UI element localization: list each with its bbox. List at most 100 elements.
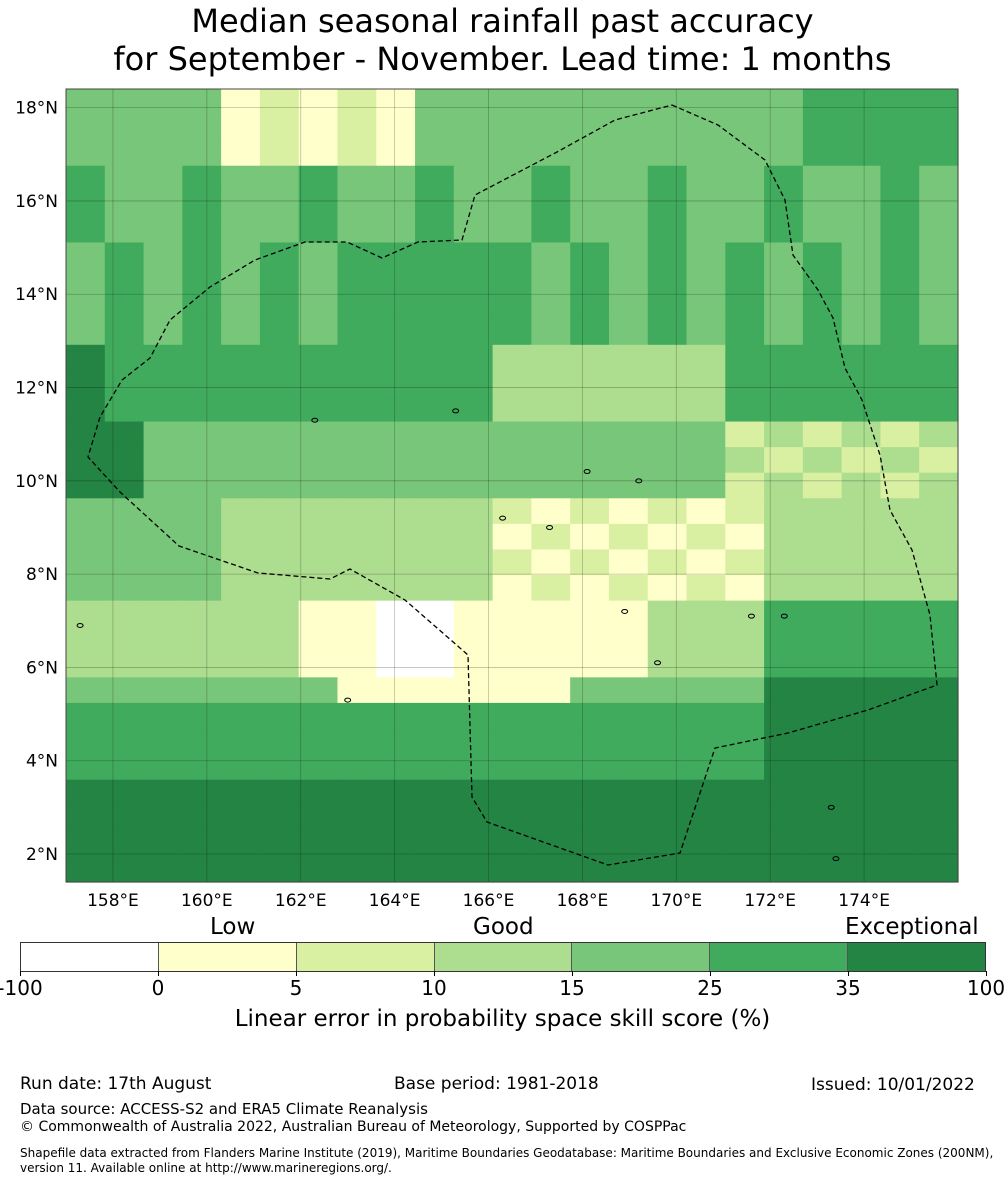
skill-cell: [492, 779, 532, 806]
skill-cell: [259, 677, 300, 704]
skill-cell: [531, 293, 571, 320]
skill-cell: [415, 626, 455, 653]
skill-cell: [298, 140, 339, 167]
skill-cell: [221, 575, 261, 602]
skill-cell: [66, 268, 106, 295]
skill-cell: [802, 447, 843, 474]
skill-cell: [531, 728, 571, 755]
skill-cell: [764, 268, 804, 295]
skill-cell: [841, 523, 882, 551]
skill-cell: [570, 651, 610, 678]
skill-cell: [104, 89, 145, 116]
skill-cell: [453, 472, 494, 499]
skill-cell: [725, 575, 765, 602]
skill-cell: [570, 319, 610, 346]
skill-cell: [337, 140, 377, 167]
skill-cell: [608, 472, 649, 499]
skill-cell: [880, 856, 920, 883]
skill-cell: [259, 89, 300, 116]
skill-cell: [686, 191, 726, 218]
skill-cell: [66, 242, 106, 269]
skill-cell: [919, 472, 959, 499]
skill-cell: [259, 370, 300, 397]
island-outline: [546, 524, 554, 530]
skill-cell: [608, 626, 649, 653]
skill-cell: [337, 165, 377, 192]
skill-cell: [880, 242, 920, 269]
skill-cell: [298, 293, 339, 320]
skill-cell: [104, 216, 145, 244]
skill-cell: [221, 651, 261, 678]
map-frame: [65, 88, 959, 883]
skill-cell: [608, 395, 649, 423]
skill-cell: [764, 319, 804, 346]
skill-cell: [337, 319, 377, 346]
skill-cell: [802, 191, 843, 218]
colorbar-tickmark: [572, 971, 573, 976]
skill-cell: [492, 395, 532, 423]
skill-cell: [686, 856, 726, 883]
colorbar-segment-below-0: [21, 943, 159, 971]
skill-cell: [66, 498, 106, 525]
skill-cell: [182, 268, 222, 295]
skill-cell: [841, 140, 882, 167]
skill-cell: [647, 575, 688, 602]
skill-cell: [531, 677, 571, 704]
skill-cell: [725, 447, 765, 474]
skill-cell: [841, 370, 882, 397]
skill-cell: [764, 677, 804, 704]
skill-cell: [570, 523, 610, 551]
longitude-tick-label: 162°E: [275, 891, 327, 911]
skill-cell: [221, 114, 261, 141]
skill-cell: [686, 319, 726, 346]
skill-cell: [841, 421, 882, 448]
skill-cell: [104, 370, 145, 397]
skill-cell: [531, 344, 571, 371]
skill-cell: [415, 165, 455, 192]
skill-cell: [259, 447, 300, 474]
skill-cell: [802, 702, 843, 730]
skill-cell: [337, 293, 377, 320]
colorbar-tick-label: 15: [559, 976, 585, 1000]
skill-cell: [919, 549, 959, 576]
skill-cell: [298, 728, 339, 755]
skill-cell: [143, 805, 183, 832]
skill-cell: [337, 523, 377, 551]
skill-cell: [531, 140, 571, 167]
skill-cell: [376, 114, 416, 141]
skill-cell: [337, 805, 377, 832]
skill-cell: [298, 600, 339, 627]
skill-cell: [764, 421, 804, 448]
skill-cell: [143, 677, 183, 704]
skill-cell: [764, 114, 804, 141]
skill-cell: [725, 549, 765, 576]
skill-cell: [104, 293, 145, 320]
skill-cell: [802, 242, 843, 269]
skill-cell: [764, 293, 804, 320]
skill-cell: [104, 242, 145, 269]
skill-cell: [376, 472, 416, 499]
latitude-tick-label: 16°N: [15, 192, 58, 212]
skill-cell: [686, 523, 726, 551]
skill-cell: [531, 268, 571, 295]
skill-cell: [143, 856, 183, 883]
latitude-tick-label: 18°N: [15, 99, 58, 119]
skill-cell: [841, 600, 882, 627]
skill-cell: [919, 114, 959, 141]
skill-cell: [725, 216, 765, 244]
skill-cell: [570, 498, 610, 525]
skill-cell: [376, 165, 416, 192]
skill-cell: [182, 523, 222, 551]
skill-cell: [415, 472, 455, 499]
skill-cell: [492, 498, 532, 525]
longitude-tick-label: 164°E: [369, 891, 421, 911]
colorbar-tick-label: 100: [966, 976, 1005, 1000]
skill-cell: [143, 498, 183, 525]
skill-cell: [608, 779, 649, 806]
skill-cell: [143, 89, 183, 116]
skill-cell: [337, 498, 377, 525]
skill-cell: [686, 600, 726, 627]
island-outline: [499, 515, 507, 521]
skill-cell: [608, 549, 649, 576]
skill-cell: [647, 728, 688, 755]
